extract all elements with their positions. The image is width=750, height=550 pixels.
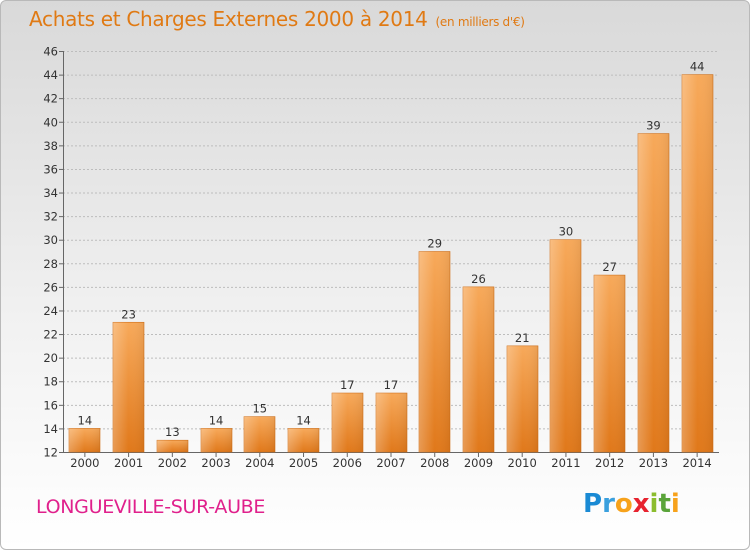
y-tick-label: 26: [43, 280, 58, 294]
data-label: 30: [559, 225, 574, 239]
x-tick-label: 2008: [420, 456, 449, 470]
bar-shade-2013: [638, 133, 669, 452]
data-label: 17: [384, 378, 399, 392]
data-label: 14: [78, 413, 93, 427]
data-label: 26: [471, 272, 486, 286]
data-label: 44: [690, 60, 705, 74]
y-tick-label: 14: [43, 422, 58, 436]
data-label: 23: [121, 307, 136, 321]
bar-shade-2001: [113, 322, 144, 452]
x-tick-label: 2002: [158, 456, 187, 470]
y-tick-label: 34: [43, 186, 58, 200]
unit-label: (en milliers d'€): [435, 15, 525, 29]
bar-shade-2007: [376, 393, 407, 452]
y-tick-label: 16: [43, 398, 58, 412]
x-tick-label: 2003: [201, 456, 230, 470]
logo-letter: x: [632, 489, 650, 519]
chart-title: Achats et Charges Externes 2000 à 2014 (e…: [29, 7, 525, 31]
bar-shade-2012: [594, 275, 625, 452]
bar-shade-2000: [69, 428, 100, 452]
x-tick-label: 2000: [70, 456, 99, 470]
x-tick-label: 2009: [464, 456, 493, 470]
commune-name: LONGUEVILLE-SUR-AUBE: [36, 496, 266, 518]
logo-letter: r: [602, 489, 615, 519]
y-tick-label: 24: [43, 304, 58, 318]
data-label: 15: [252, 402, 267, 416]
y-tick-label: 12: [43, 446, 58, 460]
y-tick-label: 46: [43, 45, 58, 59]
y-tick-label: 36: [43, 162, 58, 176]
x-tick-label: 2013: [639, 456, 668, 470]
data-label: 14: [209, 413, 224, 427]
data-label: 21: [515, 331, 530, 345]
data-label: 27: [602, 260, 617, 274]
data-label: 29: [427, 237, 442, 251]
data-label: 39: [646, 119, 661, 133]
y-tick-label: 18: [43, 375, 58, 389]
y-tick-label: 40: [43, 115, 58, 129]
proxiti-logo: Proxiti: [583, 489, 680, 519]
data-label: 14: [296, 413, 311, 427]
y-tick-label: 38: [43, 139, 58, 153]
x-tick-label: 2011: [551, 456, 580, 470]
logo-letter: o: [614, 489, 633, 519]
logo-letter: t: [658, 489, 671, 519]
bar-shade-2002: [157, 440, 188, 452]
bar-shade-2008: [419, 251, 450, 452]
bar-shade-2005: [288, 428, 319, 452]
x-tick-label: 2010: [508, 456, 537, 470]
y-tick-label: 30: [43, 233, 58, 247]
y-tick-label: 28: [43, 257, 58, 271]
bar-shade-2004: [244, 416, 275, 452]
bar-shade-2003: [201, 428, 232, 452]
bar-shade-2009: [463, 286, 494, 452]
x-tick-label: 2012: [595, 456, 624, 470]
logo-letter: i: [670, 489, 680, 519]
y-tick-label: 42: [43, 92, 58, 106]
y-tick-label: 44: [43, 68, 58, 82]
bar-shade-2006: [332, 393, 363, 452]
title-text: Achats et Charges Externes 2000 à 2014: [29, 7, 428, 31]
labels: 12 14 16 18 20 22 24 26 28 30 32 34 36 38 40 42 44 46 14 20…: [43, 45, 711, 471]
y-tick-label: 32: [43, 210, 58, 224]
logo-letter: P: [583, 489, 603, 519]
logo-letter: i: [649, 489, 659, 519]
x-tick-label: 2004: [245, 456, 274, 470]
bar-shade-2011: [550, 239, 581, 452]
x-tick-label: 2005: [289, 456, 318, 470]
y-tick-label: 20: [43, 351, 58, 365]
bar-shade-2014: [682, 74, 713, 453]
axes: [59, 51, 719, 457]
x-tick-label: 2007: [376, 456, 405, 470]
data-label: 17: [340, 378, 355, 392]
bars: [68, 74, 714, 453]
x-tick-label: 2001: [114, 456, 143, 470]
x-tick-label: 2014: [682, 456, 711, 470]
y-tick-label: 22: [43, 328, 58, 342]
data-label: 13: [165, 425, 180, 439]
x-tick-label: 2006: [333, 456, 362, 470]
bar-shade-2010: [507, 345, 538, 452]
